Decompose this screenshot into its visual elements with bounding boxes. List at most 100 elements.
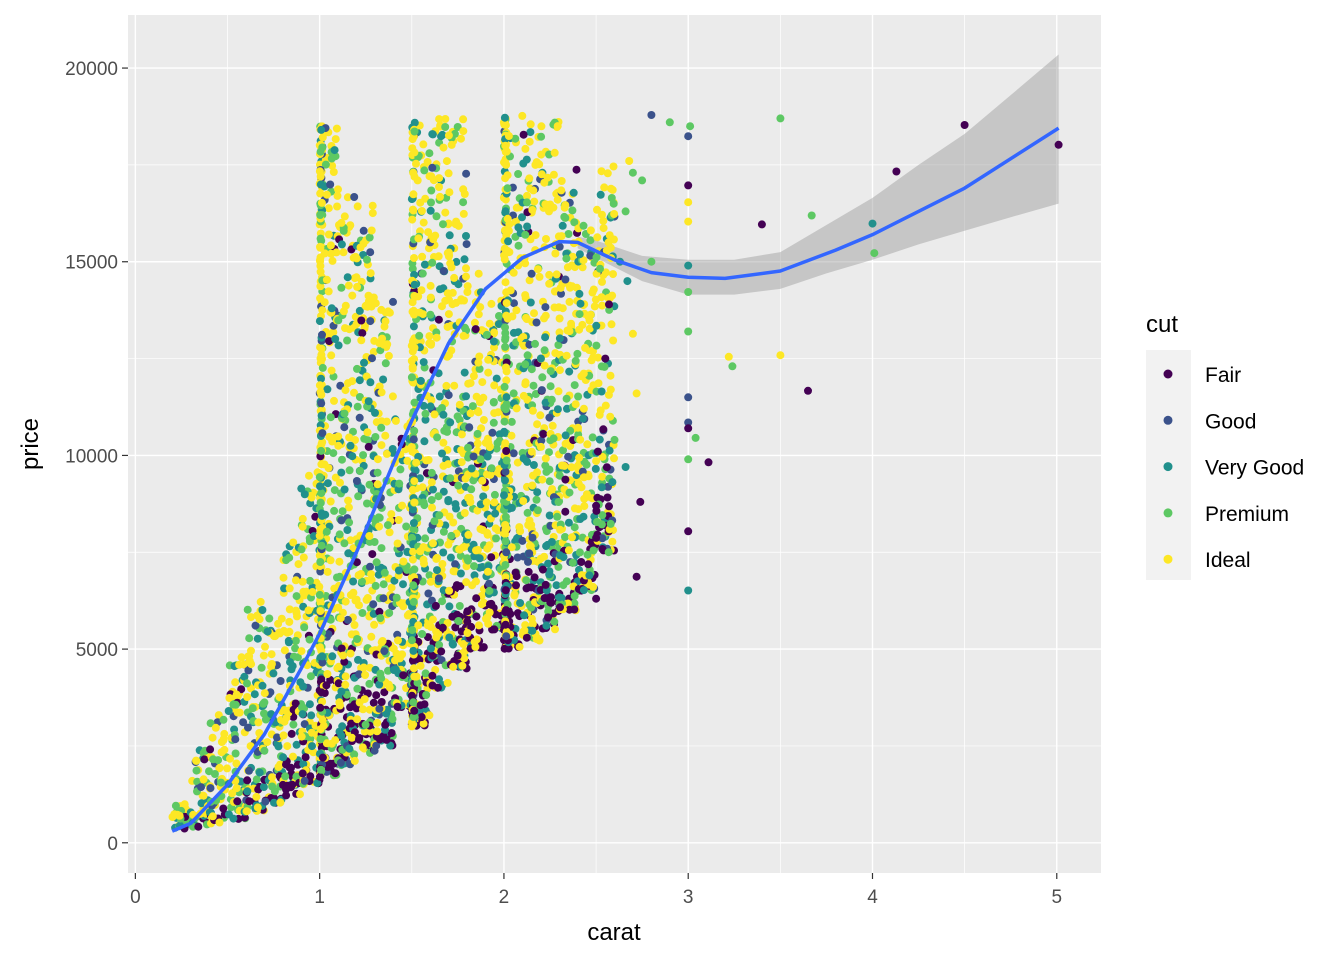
data-point bbox=[391, 416, 400, 425]
data-point bbox=[232, 759, 241, 768]
data-point bbox=[345, 518, 354, 527]
data-point bbox=[541, 398, 550, 407]
data-point bbox=[408, 555, 417, 564]
data-point bbox=[263, 738, 272, 747]
data-point bbox=[391, 665, 400, 674]
data-point bbox=[487, 299, 496, 308]
data-point bbox=[469, 452, 478, 461]
data-point bbox=[539, 430, 548, 438]
data-point bbox=[536, 411, 545, 420]
data-point bbox=[553, 122, 562, 131]
data-point bbox=[541, 461, 550, 470]
data-point bbox=[359, 226, 368, 235]
data-point bbox=[320, 298, 329, 307]
data-point bbox=[417, 207, 426, 215]
data-point bbox=[573, 349, 582, 358]
data-point bbox=[598, 545, 607, 553]
data-point bbox=[409, 505, 417, 514]
data-point bbox=[523, 351, 532, 360]
data-point bbox=[334, 441, 343, 450]
data-point bbox=[501, 141, 510, 150]
data-point bbox=[254, 718, 263, 727]
data-point bbox=[253, 803, 262, 812]
data-point bbox=[197, 799, 206, 808]
data-point bbox=[576, 515, 585, 523]
data-point bbox=[605, 446, 614, 455]
data-point bbox=[592, 321, 601, 330]
data-point bbox=[361, 302, 370, 311]
data-point bbox=[414, 234, 423, 243]
data-point bbox=[410, 706, 419, 715]
data-point bbox=[225, 694, 234, 702]
data-point bbox=[445, 231, 454, 240]
data-point bbox=[507, 417, 516, 426]
data-point bbox=[601, 401, 610, 410]
data-point bbox=[410, 498, 419, 507]
data-point bbox=[523, 508, 532, 517]
data-point bbox=[253, 634, 262, 643]
data-point bbox=[439, 487, 448, 496]
data-point bbox=[407, 373, 416, 382]
data-point bbox=[455, 602, 464, 610]
data-point bbox=[297, 484, 306, 493]
data-point bbox=[318, 716, 327, 725]
data-point bbox=[425, 332, 434, 341]
data-point bbox=[574, 505, 583, 514]
data-point bbox=[439, 220, 447, 229]
data-point bbox=[451, 500, 460, 509]
data-point bbox=[363, 499, 371, 508]
data-point bbox=[432, 554, 441, 563]
data-point bbox=[463, 282, 472, 291]
data-point bbox=[430, 517, 439, 526]
data-point bbox=[489, 418, 498, 427]
data-point bbox=[420, 166, 429, 175]
data-point bbox=[523, 198, 531, 207]
data-point bbox=[570, 381, 579, 390]
data-point bbox=[379, 375, 388, 384]
data-point bbox=[456, 551, 465, 560]
data-point bbox=[417, 713, 426, 722]
data-point bbox=[596, 406, 605, 415]
data-point bbox=[349, 577, 358, 586]
data-point bbox=[337, 218, 346, 227]
data-point bbox=[478, 476, 487, 485]
data-point bbox=[250, 690, 259, 699]
data-point bbox=[336, 381, 345, 390]
legend-key-very-good bbox=[1163, 462, 1173, 472]
data-point bbox=[446, 553, 455, 562]
data-point bbox=[532, 318, 541, 327]
data-point bbox=[533, 488, 542, 497]
data-point bbox=[444, 248, 453, 257]
data-point bbox=[410, 398, 419, 407]
data-point bbox=[555, 593, 564, 602]
data-point bbox=[260, 746, 269, 755]
data-point bbox=[451, 220, 460, 229]
data-point bbox=[568, 533, 576, 542]
data-point bbox=[366, 378, 375, 387]
data-point bbox=[373, 480, 382, 489]
data-point bbox=[541, 303, 550, 312]
data-point bbox=[384, 307, 393, 316]
data-point bbox=[341, 672, 350, 681]
data-point bbox=[192, 766, 201, 775]
data-point bbox=[588, 433, 597, 442]
data-point bbox=[298, 514, 307, 523]
data-point bbox=[335, 572, 344, 581]
data-point bbox=[467, 485, 476, 494]
data-point bbox=[409, 698, 418, 707]
data-point bbox=[503, 246, 512, 255]
data-point bbox=[381, 720, 390, 729]
data-point bbox=[210, 770, 219, 778]
data-point bbox=[327, 249, 336, 258]
data-point bbox=[501, 333, 510, 342]
data-point bbox=[315, 317, 324, 326]
data-point bbox=[537, 386, 546, 395]
data-point bbox=[525, 549, 534, 558]
data-point bbox=[527, 614, 536, 623]
data-point bbox=[598, 210, 606, 219]
data-point bbox=[509, 449, 518, 458]
data-point bbox=[279, 753, 288, 762]
data-point bbox=[573, 461, 582, 470]
data-point bbox=[421, 409, 430, 418]
data-point bbox=[276, 677, 285, 685]
